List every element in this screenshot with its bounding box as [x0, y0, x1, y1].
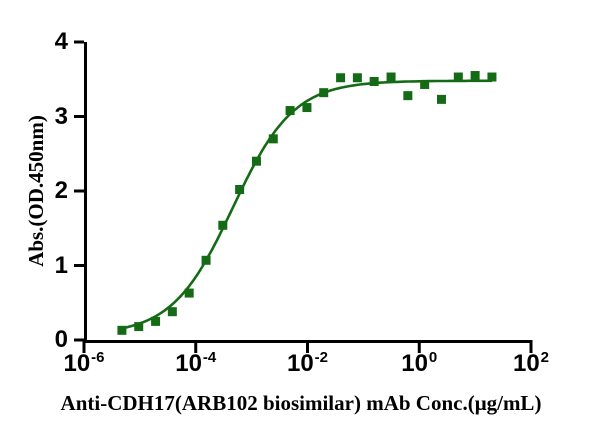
data-point-marker	[201, 255, 211, 265]
x-tick-exponent: -6	[91, 349, 105, 366]
x-tick-exponent: -2	[314, 349, 329, 366]
y-tick-label: 3	[54, 102, 68, 130]
x-tick-label: 10-4	[154, 349, 238, 381]
data-point-marker	[487, 72, 497, 82]
data-point-marker	[369, 76, 379, 86]
data-point-marker	[184, 288, 194, 298]
y-tick-label: 4	[54, 28, 68, 55]
y-tick-label: 1	[54, 251, 68, 279]
data-point-marker	[117, 325, 127, 335]
x-tick-exponent: 0	[428, 349, 438, 366]
y-tick-label: 2	[54, 177, 68, 204]
x-tick-label: 102	[489, 349, 573, 381]
x-tick-base: 10	[401, 350, 428, 377]
x-tick-base: 10	[286, 350, 314, 377]
data-point-marker	[251, 156, 261, 166]
data-point-marker	[151, 316, 161, 326]
data-point-marker	[218, 220, 228, 230]
data-point-marker	[436, 94, 446, 104]
fit-curve	[121, 79, 492, 330]
x-tick-exponent: -4	[202, 349, 217, 366]
data-point-marker	[134, 322, 144, 332]
data-point-marker	[470, 71, 480, 81]
x-tick-base: 10	[63, 350, 91, 377]
data-point-marker	[268, 134, 278, 144]
data-point-marker	[302, 103, 312, 113]
data-point-marker	[285, 106, 295, 116]
x-tick-exponent: 2	[540, 349, 550, 366]
data-point-marker	[453, 72, 463, 82]
x-tick-label: 10-6	[42, 349, 126, 381]
data-point-marker	[386, 72, 396, 82]
data-point-marker	[420, 79, 430, 89]
x-axis-title: Anti-CDH17(ARB102 biosimilar) mAb Conc.(…	[60, 391, 542, 415]
x-tick-label: 10-2	[266, 349, 350, 381]
data-point-marker	[403, 91, 413, 101]
data-point-marker	[235, 185, 245, 195]
data-point-marker	[319, 88, 329, 98]
x-tick-label: 100	[377, 349, 461, 381]
x-tick-base: 10	[512, 350, 540, 377]
x-tick-base: 10	[175, 350, 202, 377]
data-point-marker	[167, 307, 177, 317]
y-tick-label: 0	[54, 326, 68, 353]
data-point-marker	[352, 73, 362, 83]
data-point-marker	[336, 73, 346, 83]
